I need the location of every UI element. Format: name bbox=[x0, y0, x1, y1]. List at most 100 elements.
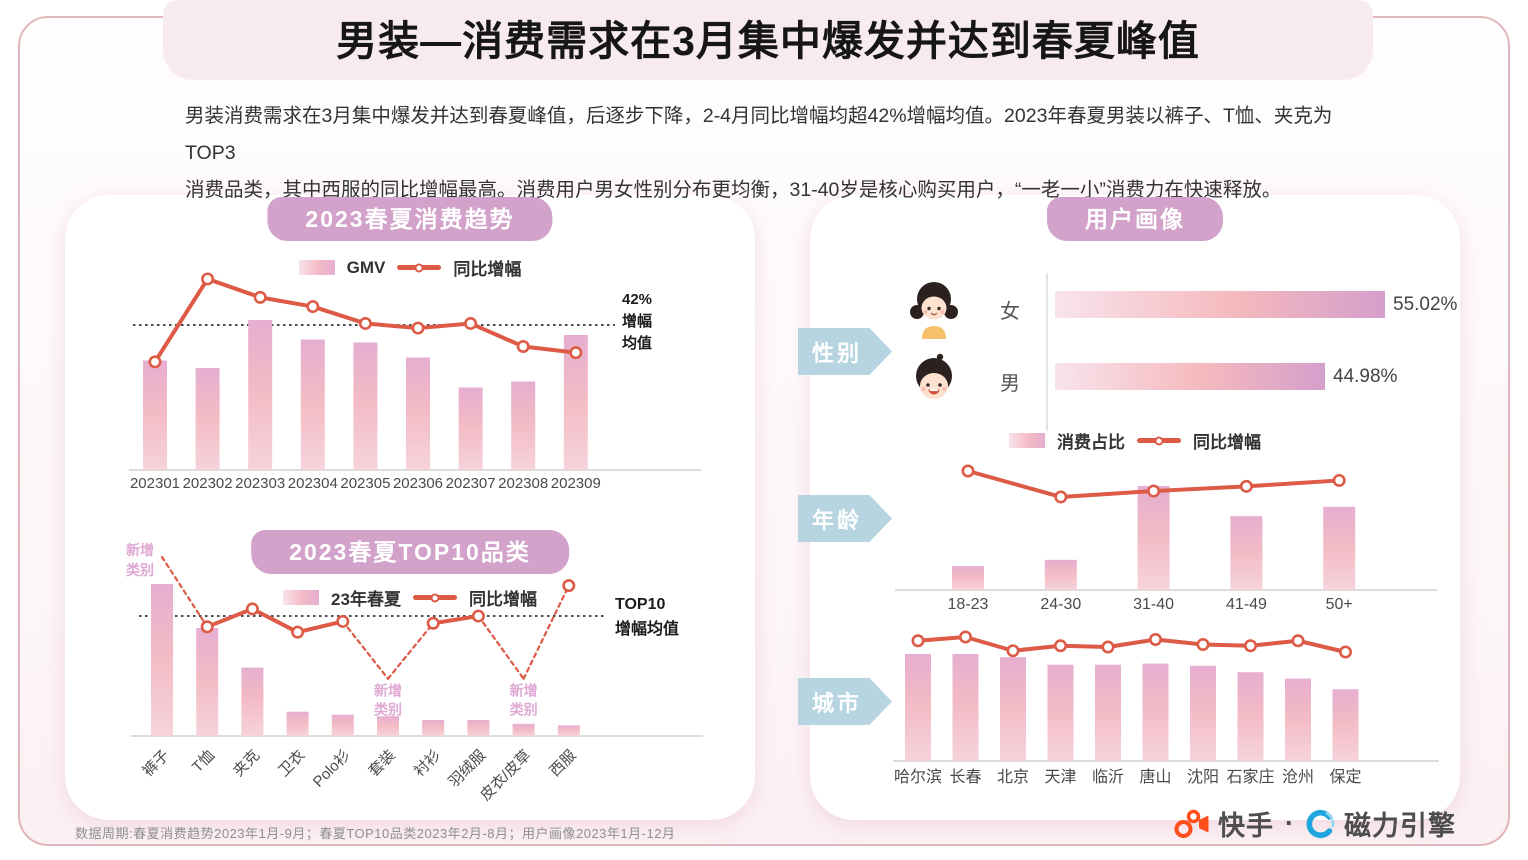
23年春夏-bar bbox=[196, 628, 219, 736]
line-marker bbox=[471, 609, 485, 623]
category-label: 哈尔滨 bbox=[894, 768, 942, 786]
panel-user-profile: 用户画像 性别 女 男 bbox=[798, 195, 1460, 820]
category-label: 羽绒服 bbox=[445, 747, 489, 791]
category-label: 沈阳 bbox=[1187, 768, 1219, 786]
category-label: 夹克 bbox=[230, 747, 263, 780]
line-marker bbox=[516, 339, 530, 353]
GMV-bar bbox=[406, 357, 430, 470]
category-label: 50+ bbox=[1326, 596, 1353, 613]
category-label: 套装 bbox=[366, 747, 399, 780]
line-marker bbox=[358, 316, 372, 330]
growth-line-segment bbox=[1248, 638, 1300, 648]
category-label: 临沂 bbox=[1092, 768, 1124, 786]
city-chart: 哈尔滨 长春 北京 天津 临沂 唐山 沈阳 石家庄 沧州 保定 bbox=[893, 630, 1439, 786]
growth-line-segment bbox=[477, 614, 525, 680]
消费占比-bar bbox=[1095, 664, 1121, 761]
growth-line-segment bbox=[258, 295, 315, 309]
line-marker bbox=[148, 355, 162, 369]
line-marker bbox=[291, 625, 305, 639]
growth-line-segment bbox=[521, 344, 578, 355]
gender-axis-divider bbox=[1046, 273, 1048, 431]
section-label-gender: 性别 bbox=[798, 328, 892, 375]
消费占比-bar bbox=[1332, 689, 1359, 761]
category-label: 31-40 bbox=[1133, 596, 1174, 613]
category-label: 西服 bbox=[546, 747, 579, 780]
growth-line-legend-swatch bbox=[397, 263, 442, 272]
line-marker bbox=[959, 630, 973, 644]
female-share-value: 55.02% bbox=[1393, 293, 1458, 315]
line-marker bbox=[1147, 484, 1161, 498]
category-label: T恤 bbox=[189, 747, 218, 776]
category-label: 唐山 bbox=[1139, 768, 1171, 786]
top10-line-legend-swatch bbox=[412, 593, 457, 602]
category-label: 北京 bbox=[997, 768, 1029, 786]
category-label: 202308 bbox=[498, 475, 548, 492]
category-label: 24-30 bbox=[1040, 596, 1081, 613]
female-avatar-icon bbox=[910, 282, 958, 339]
mean-line-label: 增幅均值 bbox=[615, 619, 679, 638]
growth-line-segment bbox=[250, 606, 300, 635]
growth-line-segment bbox=[1201, 642, 1253, 648]
age-line-legend-swatch bbox=[1137, 436, 1181, 445]
chart-top10-title: 2023春夏TOP10品类 bbox=[251, 530, 569, 574]
category-label: 41-49 bbox=[1226, 596, 1267, 613]
growth-legend-label: 同比增幅 bbox=[453, 260, 522, 279]
消费占比-bar bbox=[1142, 663, 1169, 761]
消费占比-bar bbox=[1230, 516, 1263, 590]
age-chart-legend: 消费占比 同比增幅 bbox=[810, 428, 1460, 453]
data-period-note: 数据周期:春夏消费趋势2023年1月-9月；春夏TOP10品类2023年2月-8… bbox=[75, 826, 676, 841]
brand-separator: · bbox=[1285, 808, 1294, 838]
growth-line-segment bbox=[431, 614, 481, 626]
growth-line-segment bbox=[416, 321, 473, 331]
category-label: 202301 bbox=[130, 475, 180, 492]
category-label: 沧州 bbox=[1282, 768, 1314, 786]
growth-line-segment bbox=[966, 469, 1063, 499]
line-marker bbox=[426, 616, 440, 630]
male-avatar-icon bbox=[916, 353, 952, 399]
page-title: 男装—消费需求在3月集中爆发并达到春夏峰值 bbox=[336, 18, 1200, 64]
panel-consumption-trend: 2023春夏消费趋势 GMV 同比增幅 42% 增幅 均值 202301 202302 2… bbox=[65, 195, 755, 820]
growth-line-segment bbox=[1058, 643, 1110, 649]
23年春夏-bar bbox=[467, 720, 490, 736]
line-marker bbox=[245, 602, 259, 616]
gender-male-label: 男 bbox=[1000, 373, 1020, 395]
growth-line-segment bbox=[522, 584, 570, 680]
male-share-bar bbox=[1055, 363, 1325, 390]
category-label: 卫衣 bbox=[275, 747, 308, 780]
category-label: 18-23 bbox=[948, 596, 989, 613]
kuaishou-logo-icon bbox=[1174, 809, 1209, 838]
category-label: 衬衫 bbox=[411, 747, 444, 780]
23年春夏-bar bbox=[377, 716, 399, 736]
line-marker bbox=[1332, 473, 1346, 487]
消费占比-bar bbox=[1237, 672, 1264, 761]
growth-line-segment bbox=[1153, 637, 1205, 647]
23年春夏-bar bbox=[331, 714, 354, 736]
growth-line-segment bbox=[1244, 478, 1342, 489]
new-category-label: 新增 bbox=[126, 542, 154, 558]
消费占比-bar bbox=[1000, 657, 1026, 761]
gender-row-female: 55.02% bbox=[1055, 291, 1457, 318]
23年春夏-bar bbox=[422, 720, 445, 736]
mean-line-label: 均值 bbox=[622, 334, 652, 352]
gmv-bar-legend-swatch bbox=[298, 260, 335, 275]
age-bar-legend-swatch bbox=[1009, 433, 1045, 448]
growth-line-segment bbox=[160, 555, 209, 628]
23年春夏-bar bbox=[286, 711, 309, 736]
GMV-bar bbox=[300, 339, 325, 470]
mean-line-label: 增幅 bbox=[622, 312, 652, 330]
brand-lockup: 快手 · 磁力引擎 bbox=[1173, 804, 1456, 843]
category-label: 长春 bbox=[949, 768, 981, 786]
magnetic-engine-logo-icon bbox=[1306, 809, 1335, 838]
消费占比-bar bbox=[1285, 678, 1311, 761]
mean-line-label: 42% bbox=[622, 291, 652, 308]
line-marker bbox=[562, 579, 576, 593]
engine-wordmark: 磁力引擎 bbox=[1344, 811, 1456, 841]
growth-line-segment bbox=[1011, 643, 1063, 653]
line-marker bbox=[1006, 644, 1020, 658]
new-category-label: 新增 bbox=[374, 683, 402, 699]
line-marker bbox=[411, 321, 425, 335]
line-marker bbox=[1196, 637, 1210, 651]
